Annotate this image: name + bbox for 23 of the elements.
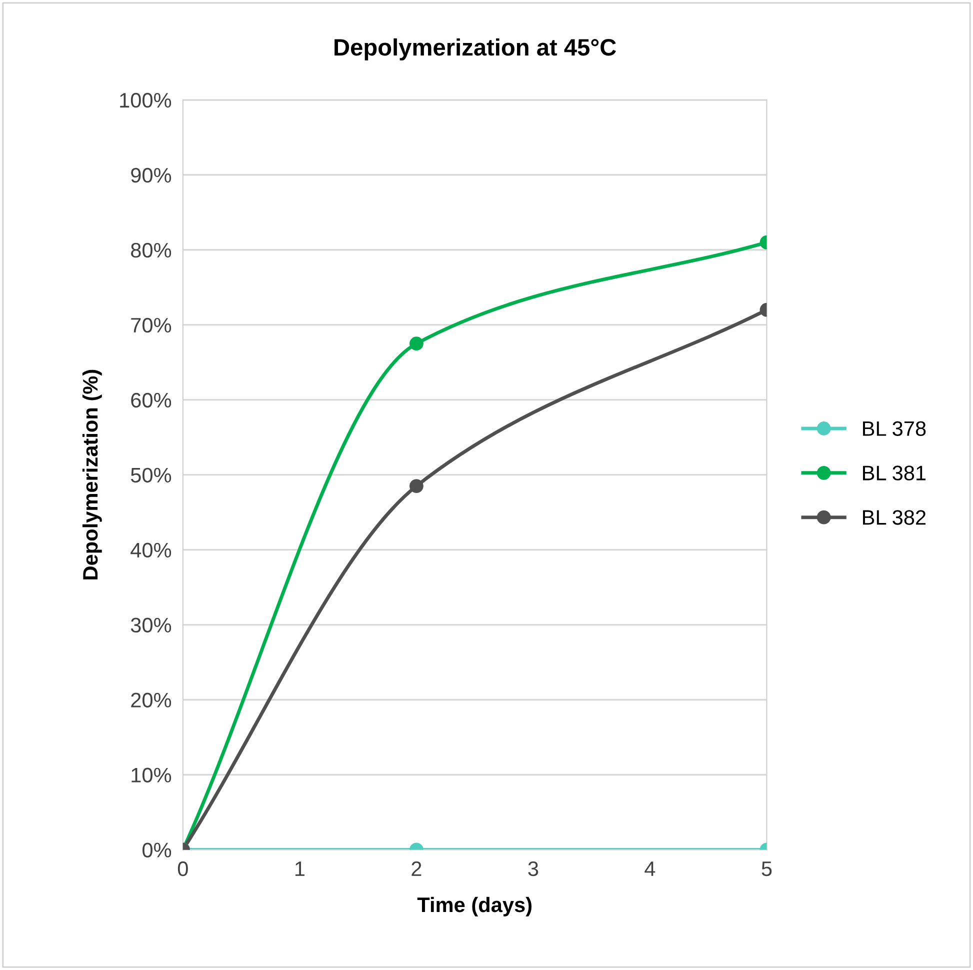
x-tick-label: 0 xyxy=(178,861,188,876)
y-tick-label: 70% xyxy=(131,318,172,333)
legend-label: BL 381 xyxy=(863,466,926,480)
y-tick-label: 40% xyxy=(130,542,172,558)
x-tick-label: 4 xyxy=(644,862,656,876)
y-axis-title: Depolymerization (%) xyxy=(82,370,102,580)
x-tick-label: 2 xyxy=(412,861,422,876)
y-tick-label: 10% xyxy=(132,768,172,782)
legend-label: BL 382 xyxy=(863,510,926,525)
chart-title: Depolymerization at 45°C xyxy=(334,38,616,60)
x-tick-label: 1 xyxy=(295,862,304,876)
x-tick-label: 3 xyxy=(528,861,538,876)
x-axis-title: Time (days) xyxy=(417,896,532,916)
y-tick-label: 80% xyxy=(131,242,172,258)
y-tick-label: 60% xyxy=(131,392,172,408)
legend-label: BL 378 xyxy=(863,421,926,436)
y-tick-label: 0% xyxy=(142,842,172,858)
y-tick-label: 30% xyxy=(130,618,172,633)
y-tick-label: 100% xyxy=(120,92,172,108)
y-tick-label: 50% xyxy=(130,468,172,483)
x-tick-label: 5 xyxy=(762,862,772,876)
y-tick-label: 90% xyxy=(131,168,172,183)
y-tick-label: 20% xyxy=(131,692,172,708)
